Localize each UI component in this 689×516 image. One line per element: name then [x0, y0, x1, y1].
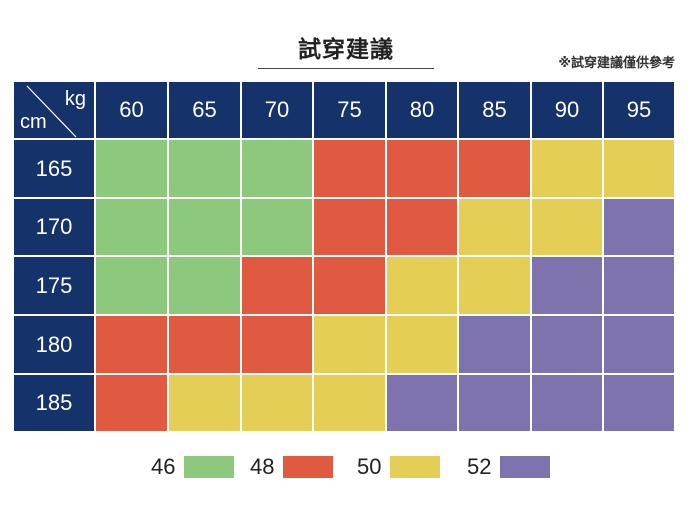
legend-label-52: 52	[467, 454, 492, 479]
size-cell-185-65	[169, 375, 240, 431]
size-cell-170-60	[96, 199, 167, 255]
size-cell-170-80	[387, 199, 457, 255]
size-cell-170-95	[604, 199, 674, 255]
size-cell-180-90	[532, 316, 602, 373]
size-cell-185-90	[532, 375, 602, 431]
legend-label-50: 50	[357, 454, 382, 479]
size-cell-175-85	[459, 257, 530, 314]
weight-header-65: 65	[169, 82, 240, 138]
disclaimer-note: ※試穿建議僅供參考	[558, 56, 675, 71]
title-underline	[258, 68, 434, 69]
legend-label-46: 46	[151, 454, 176, 479]
size-cell-170-65	[169, 199, 240, 255]
size-cell-165-90	[532, 140, 602, 197]
height-header-185: 185	[14, 375, 94, 431]
legend-swatch-52	[500, 456, 550, 478]
weight-header-70: 70	[242, 82, 312, 138]
size-cell-180-70	[242, 316, 312, 373]
size-cell-165-80	[387, 140, 457, 197]
size-cell-170-90	[532, 199, 602, 255]
size-cell-175-60	[96, 257, 167, 314]
size-cell-175-65	[169, 257, 240, 314]
size-cell-180-95	[604, 316, 674, 373]
legend-swatch-46	[184, 456, 234, 478]
corner-diagonal	[26, 85, 77, 138]
height-header-165: 165	[14, 140, 94, 197]
size-cell-170-70	[242, 199, 312, 255]
size-cell-185-70	[242, 375, 312, 431]
weight-header-95: 95	[604, 82, 674, 138]
size-cell-180-75	[314, 316, 385, 373]
height-unit-label: cm	[20, 111, 47, 133]
size-cell-170-75	[314, 199, 385, 255]
legend-label-48: 48	[250, 454, 275, 479]
size-cell-175-95	[604, 257, 674, 314]
size-cell-165-75	[314, 140, 385, 197]
size-cell-175-75	[314, 257, 385, 314]
size-cell-185-95	[604, 375, 674, 431]
weight-header-75: 75	[314, 82, 385, 138]
weight-header-80: 80	[387, 82, 457, 138]
legend-swatch-48	[283, 456, 333, 478]
size-cell-185-75	[314, 375, 385, 431]
height-header-180: 180	[14, 316, 94, 373]
corner-header: kg cm	[14, 82, 94, 138]
weight-header-60: 60	[96, 82, 167, 138]
height-header-175: 175	[14, 257, 94, 314]
weight-unit-label: kg	[64, 88, 86, 110]
size-cell-175-70	[242, 257, 312, 314]
height-header-170: 170	[14, 199, 94, 255]
size-cell-165-85	[459, 140, 530, 197]
chart-title: 試穿建議	[298, 37, 394, 63]
size-cell-170-85	[459, 199, 530, 255]
size-cell-185-60	[96, 375, 167, 431]
weight-header-90: 90	[532, 82, 602, 138]
size-cell-175-80	[387, 257, 457, 314]
size-cell-180-60	[96, 316, 167, 373]
size-cell-180-65	[169, 316, 240, 373]
size-cell-180-85	[459, 316, 530, 373]
size-cell-185-85	[459, 375, 530, 431]
size-cell-165-95	[604, 140, 674, 197]
size-cell-185-80	[387, 375, 457, 431]
size-cell-165-65	[169, 140, 240, 197]
size-cell-180-80	[387, 316, 457, 373]
legend-swatch-50	[390, 456, 440, 478]
size-cell-175-90	[532, 257, 602, 314]
weight-header-85: 85	[459, 82, 530, 138]
size-cell-165-70	[242, 140, 312, 197]
size-cell-165-60	[96, 140, 167, 197]
